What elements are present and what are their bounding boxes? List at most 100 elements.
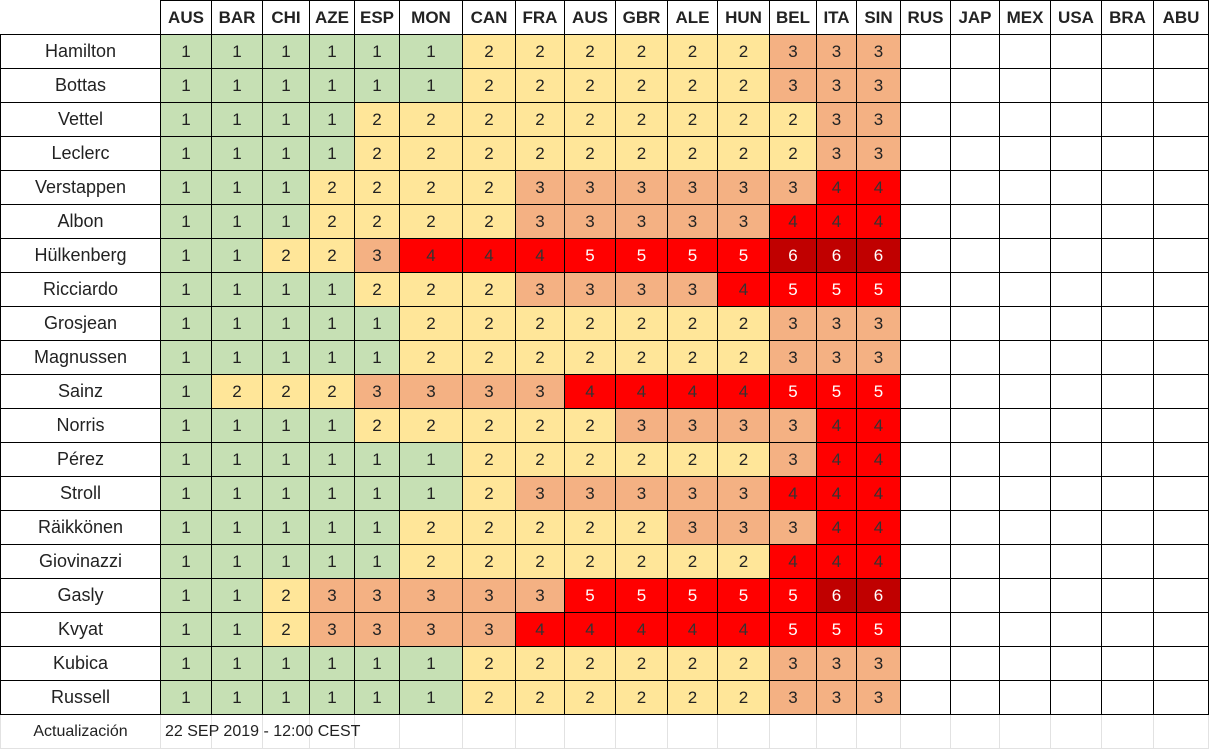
empty-cell [1101,238,1154,273]
empty-cell [950,680,1000,715]
empty-cell [950,408,1000,443]
empty-cell [950,204,1000,239]
position-cell: 1 [399,68,463,103]
position-cell: 3 [769,510,817,545]
driver-name: Bottas [0,68,161,103]
empty-cell [1101,272,1154,307]
position-cell: 3 [717,170,770,205]
position-cell: 2 [717,136,770,171]
empty-cell [1101,476,1154,511]
empty-cell [1153,544,1209,579]
empty-cell [1101,646,1154,681]
empty-cell [354,714,400,749]
position-cell: 1 [160,442,212,477]
race-header: CHI [262,0,310,35]
position-cell: 2 [564,102,616,137]
position-cell: 2 [462,102,516,137]
position-cell: 5 [564,578,616,613]
position-cell: 5 [769,578,817,613]
driver-name: Albon [0,204,161,239]
empty-cell [900,612,951,647]
position-cell: 1 [399,34,463,69]
driver-row: Vettel 1 1 1 1 2 2 2 2 2 2 2 2 2 3 3 [0,102,1209,137]
position-cell: 2 [564,544,616,579]
position-cell: 3 [309,612,355,647]
driver-row: Magnussen 1 1 1 1 1 2 2 2 2 2 2 2 3 3 3 [0,340,1209,375]
position-cell: 1 [211,238,263,273]
position-cell: 2 [564,34,616,69]
driver-row: Norris 1 1 1 1 2 2 2 2 2 3 3 3 3 4 4 [0,408,1209,443]
empty-cell [1050,408,1102,443]
empty-cell [1153,408,1209,443]
driver-name: Gasly [0,578,161,613]
empty-cell [1050,136,1102,171]
position-cell: 2 [615,306,668,341]
position-cell: 2 [515,510,565,545]
position-cell: 2 [515,442,565,477]
position-cell: 2 [515,340,565,375]
empty-cell [1101,170,1154,205]
position-cell: 2 [399,306,463,341]
position-cell: 2 [211,374,263,409]
position-cell: 1 [160,578,212,613]
position-cell: 1 [309,408,355,443]
empty-cell [999,102,1051,137]
empty-cell [999,68,1051,103]
empty-cell [900,714,951,749]
position-cell: 6 [856,238,901,273]
position-cell: 3 [667,204,718,239]
position-cell: 2 [262,578,310,613]
position-cell: 2 [515,544,565,579]
position-cell: 3 [717,204,770,239]
driver-name: Russell [0,680,161,715]
position-cell: 2 [262,238,310,273]
position-cell: 1 [211,204,263,239]
position-cell: 1 [309,34,355,69]
driver-row: Pérez 1 1 1 1 1 1 2 2 2 2 2 2 3 4 4 [0,442,1209,477]
position-cell: 3 [399,374,463,409]
empty-cell [1153,646,1209,681]
position-cell: 1 [399,680,463,715]
driver-row: Russell 1 1 1 1 1 1 2 2 2 2 2 2 3 3 3 [0,680,1209,715]
position-cell: 1 [262,68,310,103]
position-cell: 5 [769,374,817,409]
position-cell: 1 [354,34,400,69]
position-cell: 3 [309,578,355,613]
empty-cell [1050,238,1102,273]
position-cell: 2 [615,340,668,375]
empty-cell [1101,442,1154,477]
empty-cell [615,714,668,749]
position-cell: 1 [309,476,355,511]
empty-cell [1153,510,1209,545]
empty-cell [1050,714,1102,749]
position-cell: 2 [462,646,516,681]
position-cell: 4 [667,612,718,647]
position-cell: 2 [515,306,565,341]
position-cell: 2 [615,136,668,171]
position-cell: 1 [262,544,310,579]
driver-name: Giovinazzi [0,544,161,579]
empty-cell [399,714,463,749]
position-cell: 1 [354,68,400,103]
position-cell: 1 [309,510,355,545]
position-cell: 3 [769,34,817,69]
empty-cell [816,714,857,749]
position-cell: 2 [462,136,516,171]
empty-cell [1050,204,1102,239]
empty-cell [1153,136,1209,171]
position-cell: 2 [515,680,565,715]
empty-cell [1153,612,1209,647]
position-cell: 1 [160,238,212,273]
empty-cell [1101,374,1154,409]
empty-cell [950,510,1000,545]
empty-cell [950,238,1000,273]
empty-cell [950,646,1000,681]
empty-cell [1101,68,1154,103]
position-cell: 2 [462,340,516,375]
empty-cell [900,340,951,375]
race-header: AZE [309,0,355,35]
empty-cell [1101,102,1154,137]
position-cell: 3 [667,272,718,307]
position-cell: 3 [769,408,817,443]
